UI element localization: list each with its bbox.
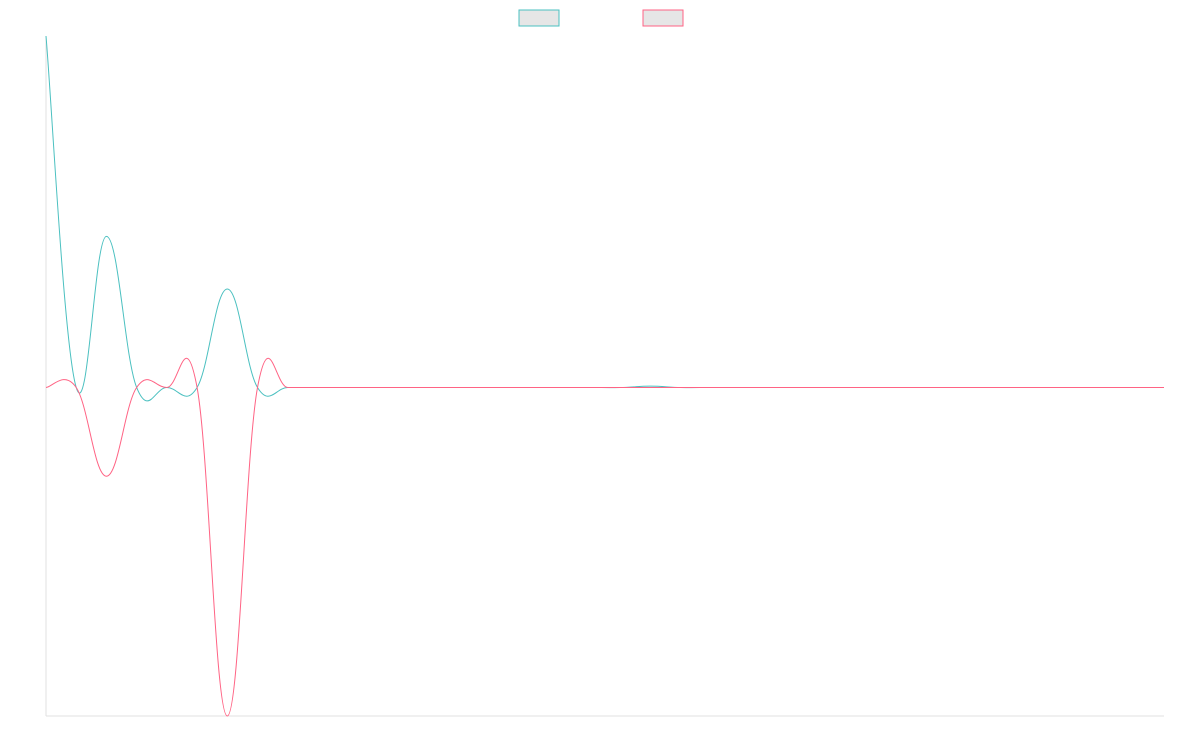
series-layer: [45, 35, 1164, 717]
legend: [518, 9, 684, 27]
series-line-1: [45, 35, 1164, 402]
axes: [45, 36, 1164, 717]
series-line-2: [45, 357, 1164, 717]
legend-swatch-2[interactable]: [642, 9, 684, 27]
legend-swatch-1[interactable]: [518, 9, 560, 27]
